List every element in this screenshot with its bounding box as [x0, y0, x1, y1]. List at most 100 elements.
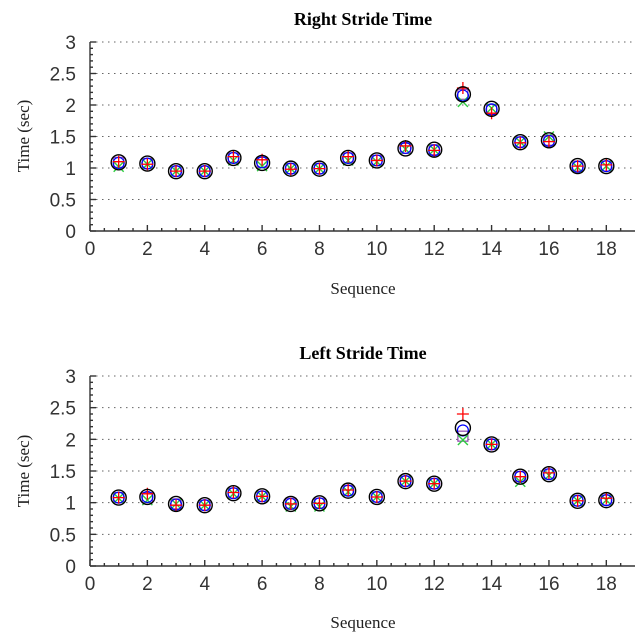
x-axis-label: Sequence [330, 613, 395, 632]
x-tick-label: 0 [85, 239, 96, 260]
y-tick-label: 1 [65, 494, 76, 515]
right-stride-time-chart: Right Stride Time Time (sec) Sequence 00… [14, 9, 635, 298]
x-tick-label: 4 [199, 239, 210, 260]
data-point-circle [110, 489, 127, 506]
data-point-plus [428, 477, 441, 490]
data-point-circle [253, 488, 271, 505]
data-point-plus [571, 494, 584, 507]
data-point-circle [110, 154, 127, 171]
data-point-plus [571, 160, 584, 173]
x-tick-label: 6 [257, 574, 268, 595]
data-point-circle [339, 149, 357, 167]
x-tick-label: 18 [596, 574, 617, 595]
data-point-square [457, 430, 469, 442]
y-tick-label: 2 [65, 430, 76, 451]
x-tick-label: 6 [257, 239, 268, 260]
data-point-plus [284, 497, 297, 510]
data-point-circle [540, 132, 558, 149]
y-axis-label: Time (sec) [14, 100, 33, 173]
data-point-plus [256, 490, 269, 503]
x-tick-label: 10 [366, 574, 387, 595]
chart-title: Left Stride Time [299, 343, 426, 363]
data-point-circle [339, 482, 357, 499]
data-point-circle [483, 436, 500, 453]
data-point-circle [225, 149, 242, 167]
data-point-circle [397, 472, 414, 490]
data-point-circle [569, 157, 586, 175]
x-axis-label: Sequence [330, 279, 395, 298]
x-tick-label: 12 [424, 239, 445, 260]
data-point-plus [112, 155, 125, 168]
data-point-circle [167, 162, 185, 180]
x-tick-label: 16 [538, 574, 559, 595]
data-point-circle [598, 491, 615, 509]
data-point-plus [170, 165, 183, 178]
y-tick-label: 2.5 [50, 65, 76, 86]
data-point-plus [600, 492, 613, 505]
data-point-plus [600, 158, 613, 171]
data-point-plus [542, 466, 555, 479]
data-point-circle [569, 492, 586, 509]
data-point-plus [485, 438, 498, 451]
left-stride-time-chart: Left Stride Time Time (sec) Sequence 0 0.… [14, 343, 635, 632]
y-tick-label: 0 [65, 557, 76, 578]
data-point-circle [598, 157, 615, 175]
data-point-circle [397, 140, 414, 157]
data-point-circle [225, 484, 242, 502]
x-tick-label: 16 [538, 239, 559, 260]
x-tick-label: 14 [481, 574, 503, 595]
y-tick-label: 1.5 [50, 128, 76, 149]
data-point-plus [514, 470, 527, 483]
x-tick-label: 14 [481, 239, 503, 260]
data-point-circle [139, 155, 156, 172]
data-point-plus [485, 107, 498, 120]
data-point-plus [428, 144, 441, 157]
data-point-circle [253, 154, 271, 172]
y-tick-label: 3 [65, 33, 76, 54]
y-tick-label: 1 [65, 159, 76, 180]
data-point-plus [313, 162, 326, 175]
data-point-plus [342, 150, 355, 163]
y-tick-label: 2.5 [50, 399, 76, 420]
data-point-plus [284, 163, 297, 176]
y-axis-label: Time (sec) [14, 435, 33, 508]
data-point-plus [542, 135, 555, 148]
data-point-circle [426, 141, 443, 158]
data-point-plus [399, 475, 412, 488]
data-point-circle [426, 475, 443, 492]
x-tick-label: 8 [314, 574, 325, 595]
y-tick-label: 3 [65, 367, 76, 388]
data-point-plus [313, 497, 326, 510]
data-point-plus [342, 484, 355, 496]
data-point-x [457, 434, 469, 446]
data-point-plus [112, 491, 125, 504]
data-point-plus [227, 150, 240, 163]
data-point-circle [139, 488, 156, 506]
data-point-plus [399, 139, 412, 152]
data-point-plus [170, 499, 183, 512]
data-point-circle [512, 133, 529, 151]
data-point-plus [141, 158, 154, 171]
x-tick-label: 2 [142, 239, 153, 260]
data-point-plus [370, 154, 383, 167]
data-point-circle [282, 495, 299, 513]
x-tick-label: 18 [596, 239, 617, 260]
data-point-circle [368, 152, 386, 169]
data-point-circle [282, 160, 299, 177]
data-point-circle [454, 86, 472, 103]
y-tick-label: 0.5 [50, 191, 76, 212]
x-tick-label: 0 [85, 574, 96, 595]
data-point-plus [514, 136, 527, 149]
y-tick-label: 1.5 [50, 462, 76, 483]
data-point-circle [311, 495, 328, 512]
x-tick-label: 8 [314, 239, 325, 260]
data-point-circle [368, 488, 386, 506]
data-point-circle [454, 419, 472, 437]
data-point-circle [196, 497, 213, 514]
data-point-plus [370, 490, 383, 503]
data-point-plus [198, 499, 211, 512]
y-tick-label: 2 [65, 96, 76, 117]
data-point-circle [512, 468, 529, 485]
y-tick-label: 0 [65, 222, 76, 243]
